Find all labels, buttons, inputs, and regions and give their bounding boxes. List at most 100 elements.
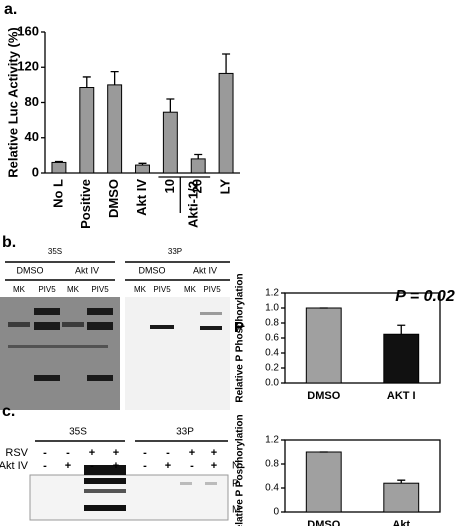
gel-rules bbox=[5, 261, 230, 442]
lane-sign: - bbox=[143, 460, 147, 472]
y-tick-label: 0.8 bbox=[265, 459, 279, 470]
x-tick-label: AKT I bbox=[387, 390, 416, 402]
y-tick-label: 0 bbox=[32, 164, 39, 179]
isotope-label: 35S bbox=[48, 247, 62, 256]
gel-bands bbox=[8, 308, 222, 381]
bar bbox=[51, 161, 67, 174]
lane-sign: - bbox=[43, 447, 47, 459]
bar bbox=[162, 111, 178, 174]
lane-sign: + bbox=[113, 460, 119, 472]
y-axis-label: Relative P Phosphorylation bbox=[235, 273, 246, 402]
lane-sign: + bbox=[165, 460, 171, 472]
gel-image bbox=[125, 297, 230, 410]
lane-label: PIV5 bbox=[153, 285, 171, 294]
bar bbox=[383, 482, 420, 513]
error-bar bbox=[54, 160, 63, 163]
x-tick-label: 10 bbox=[162, 179, 177, 193]
y-tick-label: 1.0 bbox=[265, 303, 279, 314]
lane-sign: - bbox=[66, 447, 70, 459]
bar bbox=[305, 307, 342, 384]
error-bar bbox=[110, 71, 119, 85]
panel-label: a. bbox=[4, 1, 17, 18]
lane-label: MK bbox=[134, 285, 147, 294]
gel-image bbox=[29, 474, 229, 521]
y-axis-label: Relative Luc Activity (%) bbox=[5, 27, 20, 178]
y-tick-label: 1.2 bbox=[265, 288, 279, 299]
error-bar bbox=[82, 76, 91, 88]
lane-sign: - bbox=[166, 447, 170, 459]
row-label: Akt IV bbox=[0, 460, 29, 472]
lane-sign: - bbox=[43, 460, 47, 472]
lane-label: PIV5 bbox=[91, 285, 109, 294]
lane-sign: + bbox=[113, 447, 119, 459]
plot-frame bbox=[284, 439, 441, 513]
isotope-label: 33P bbox=[168, 247, 182, 256]
treatment-label: DMSO bbox=[17, 265, 44, 275]
y-tick-label: 0.6 bbox=[265, 333, 279, 344]
x-tick-label: Akt IV bbox=[134, 179, 149, 216]
lane-label: PIV5 bbox=[38, 285, 56, 294]
bar bbox=[135, 164, 150, 174]
error-bar bbox=[138, 162, 147, 166]
gel-bands bbox=[84, 465, 217, 511]
band-marker: P bbox=[232, 479, 239, 490]
x-tick-label: DMSO bbox=[307, 519, 340, 526]
y-tick-label: 0.2 bbox=[265, 363, 279, 374]
lane-sign: - bbox=[190, 460, 194, 472]
lane-sign: - bbox=[90, 460, 94, 472]
lane-label: MK bbox=[67, 285, 80, 294]
lane-label: MK bbox=[13, 285, 26, 294]
x-tick-label: DMSO bbox=[106, 179, 121, 218]
y-axis-label: Relative P Posphorylation bbox=[235, 414, 246, 526]
treatment-label: Akt IV bbox=[75, 265, 99, 275]
row-label: RSV bbox=[5, 447, 28, 459]
panel-label: b. bbox=[2, 234, 16, 251]
y-tick-label: 0 bbox=[273, 507, 279, 518]
y-tick-label: 80 bbox=[25, 94, 39, 109]
error-bar bbox=[397, 479, 406, 484]
bar bbox=[107, 84, 123, 174]
y-tick-label: 1.2 bbox=[265, 435, 279, 446]
isotope-label: 33P bbox=[176, 427, 194, 438]
lane-sign: + bbox=[65, 460, 71, 472]
lane-sign: + bbox=[211, 447, 217, 459]
x-tick-label: DMSO bbox=[307, 390, 340, 402]
bar bbox=[305, 451, 342, 513]
isotope-label: 35S bbox=[69, 427, 87, 438]
gel-image bbox=[0, 297, 120, 410]
x-tick-label: Akt bbox=[392, 519, 410, 526]
x-tick-label: LY bbox=[218, 179, 233, 195]
x-tick-label: No L bbox=[50, 179, 65, 208]
error-bar bbox=[397, 324, 406, 335]
x-tick-label: 20 bbox=[190, 179, 205, 193]
y-tick-label: 160 bbox=[17, 23, 39, 38]
annotation: P = 0.02 bbox=[395, 288, 455, 305]
error-bar bbox=[166, 98, 175, 113]
lane-label: PIV5 bbox=[203, 285, 221, 294]
lane-sign: + bbox=[189, 447, 195, 459]
y-tick-label: 120 bbox=[17, 59, 39, 74]
treatment-label: DMSO bbox=[139, 265, 166, 275]
y-tick-label: 0.4 bbox=[265, 348, 279, 359]
group-label: Akti-1/2 bbox=[186, 181, 201, 228]
panel-label: c. bbox=[2, 403, 15, 420]
error-bar bbox=[222, 53, 231, 74]
band-marker: M bbox=[232, 505, 240, 516]
y-tick-label: 40 bbox=[25, 129, 39, 144]
band-marker: P bbox=[234, 319, 244, 336]
bar bbox=[218, 72, 234, 174]
lane-label: MK bbox=[184, 285, 197, 294]
y-tick-label: 0.4 bbox=[265, 483, 279, 494]
lane-sign: + bbox=[211, 460, 217, 472]
y-tick-label: 0.0 bbox=[265, 378, 279, 389]
lane-sign: - bbox=[143, 447, 147, 459]
lane-sign: + bbox=[89, 447, 95, 459]
x-tick-label: Positive bbox=[78, 179, 93, 229]
bar bbox=[79, 87, 95, 174]
treatment-label: Akt IV bbox=[193, 265, 217, 275]
bar bbox=[190, 158, 206, 174]
band-marker: N bbox=[232, 461, 239, 472]
bar bbox=[383, 333, 420, 384]
y-tick-label: 0.8 bbox=[265, 318, 279, 329]
